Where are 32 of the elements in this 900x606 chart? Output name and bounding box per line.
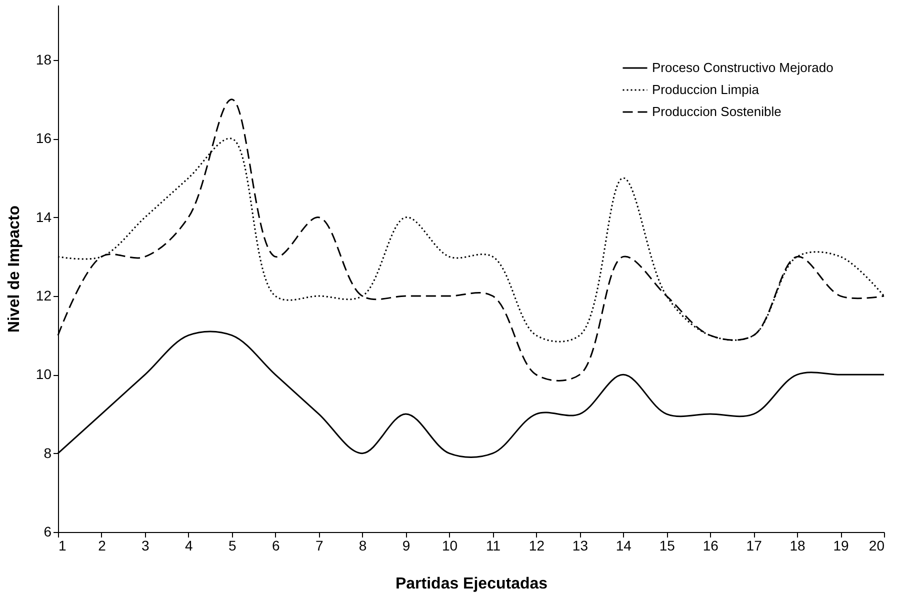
x-tick-label: 17 <box>746 538 762 554</box>
y-axis-title: Nivel de Impacto <box>6 205 23 333</box>
legend-label: Produccion Limpia <box>652 82 760 97</box>
y-tick-label: 8 <box>44 444 52 461</box>
y-tick-label: 16 <box>36 130 52 146</box>
x-tick-label: 10 <box>442 538 458 554</box>
x-tick-label: 2 <box>98 538 106 554</box>
x-tick-label: 7 <box>315 538 324 554</box>
x-tick-label: 4 <box>185 538 194 554</box>
x-tick-label: 18 <box>790 538 806 554</box>
x-tick-label: 13 <box>572 538 588 554</box>
y-tick-label: 10 <box>36 366 52 382</box>
y-tick-label: 14 <box>36 208 52 225</box>
x-tick-label: 19 <box>833 538 850 554</box>
x-tick-label: 15 <box>659 538 676 554</box>
y-tick-label: 6 <box>44 524 52 540</box>
y-tick-label: 18 <box>36 52 52 68</box>
x-tick-label: 12 <box>528 538 545 554</box>
x-axis-title: Partidas Ejecutadas <box>395 576 548 592</box>
x-tick-label: 8 <box>358 538 367 554</box>
y-tick-label: 12 <box>36 288 52 304</box>
x-tick-label: 11 <box>486 538 501 554</box>
x-tick-label: 5 <box>228 538 236 554</box>
x-tick-label: 9 <box>402 538 410 554</box>
x-tick-label: 20 <box>868 538 885 554</box>
legend-label: Produccion Sostenible <box>652 104 782 119</box>
x-tick-label: 16 <box>702 538 719 554</box>
legend-label: Proceso Constructivo Mejorado <box>652 60 834 75</box>
x-tick-label: 6 <box>272 538 280 554</box>
x-tick-label: 3 <box>142 538 150 554</box>
x-tick-label: 14 <box>616 538 632 554</box>
x-tick-label: 1 <box>58 538 66 554</box>
